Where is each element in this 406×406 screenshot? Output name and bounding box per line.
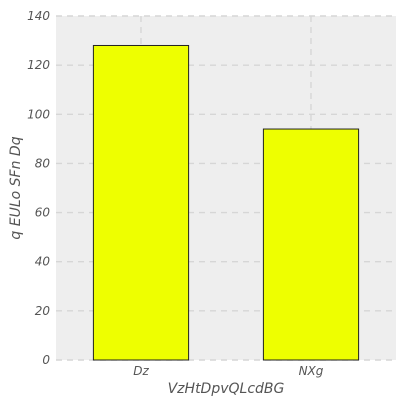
x-axis-ticks: Dz NXg (133, 364, 324, 378)
y-axis-ticks: 0 20 40 60 80 100 120 140 (27, 9, 50, 367)
y-tick-label: 20 (35, 304, 51, 318)
bar-nxg (262, 128, 360, 361)
x-tick-label: Dz (133, 364, 149, 378)
bars (92, 44, 360, 361)
y-tick-label: 0 (42, 353, 50, 367)
y-tick-label: 140 (27, 9, 50, 23)
y-tick-label: 80 (35, 156, 51, 170)
x-axis-title: VzHtDpvQLcdBG (168, 381, 285, 397)
y-tick-label: 100 (27, 107, 50, 121)
y-tick-label: 40 (35, 255, 51, 269)
y-tick-label: 60 (35, 206, 51, 220)
y-tick-label: 120 (27, 58, 50, 72)
y-axis-title: q EULo SFn Dq (8, 136, 24, 239)
x-tick-label: NXg (299, 364, 324, 378)
bar-dz (92, 44, 190, 361)
